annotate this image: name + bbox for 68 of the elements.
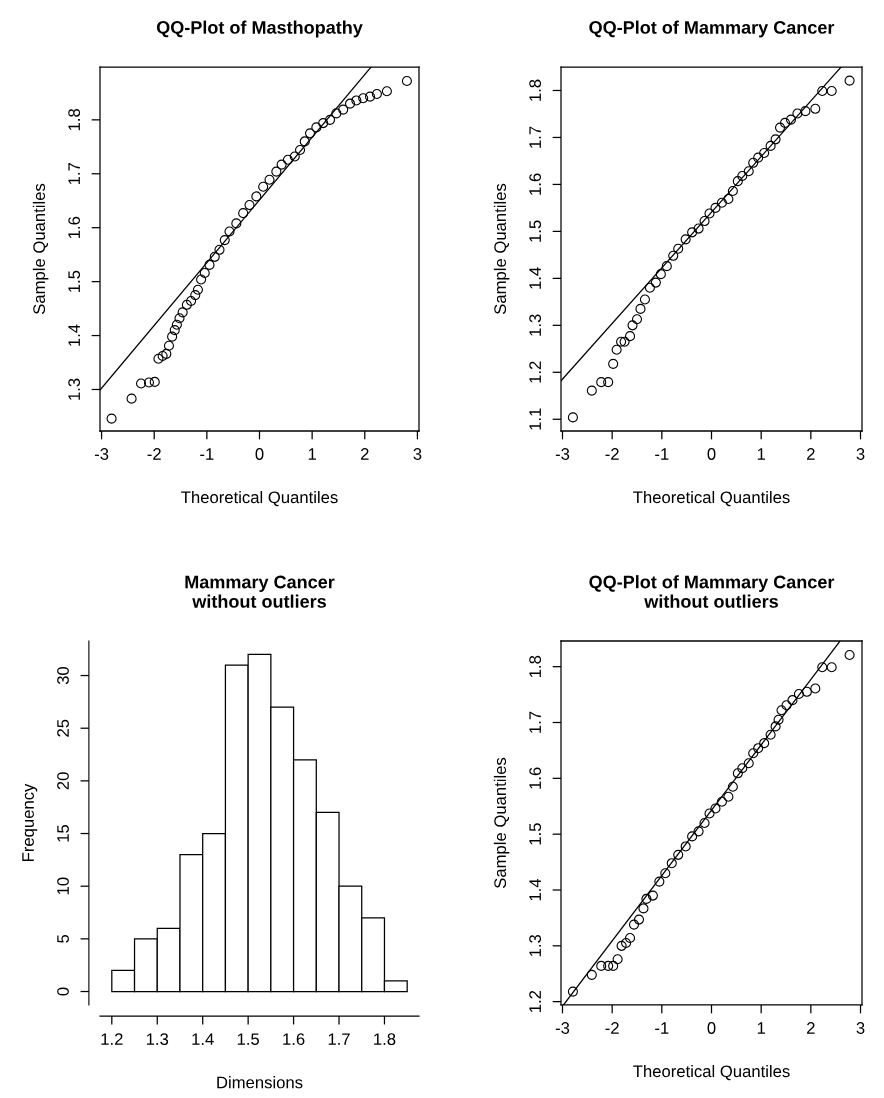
y-tick-label: 1.5 bbox=[68, 270, 81, 292]
x-tick-label: -2 bbox=[147, 448, 161, 460]
x-tick-label: 3 bbox=[413, 448, 422, 460]
x-tick-label: -1 bbox=[655, 1022, 669, 1034]
y-axis-title: Sample Quantiles bbox=[493, 757, 510, 889]
y-tick-label: 1.5 bbox=[529, 220, 542, 242]
y-tick-label: 1.6 bbox=[529, 173, 542, 195]
y-tick-label: 1.5 bbox=[529, 823, 542, 845]
y-tick-label: 1.7 bbox=[529, 126, 541, 148]
x-tick-label: -3 bbox=[555, 1022, 570, 1034]
y-axis-title: Frequency bbox=[22, 783, 38, 861]
x-tick-label: 1 bbox=[757, 1022, 765, 1034]
x-tick-label: -1 bbox=[200, 448, 214, 460]
y-tick-label: 1.3 bbox=[68, 378, 81, 400]
y-axis-title: Sample Quantiles bbox=[493, 183, 510, 315]
x-tick-label: 2 bbox=[807, 448, 815, 460]
x-axis-title: Theoretical Quantiles bbox=[181, 490, 338, 507]
y-tick-label: 5 bbox=[57, 934, 69, 943]
y-tick-label: 30 bbox=[57, 666, 69, 685]
x-tick-label: -2 bbox=[605, 448, 619, 460]
y-tick-label: 1.8 bbox=[529, 655, 542, 677]
x-tick-label: 1.4 bbox=[192, 1033, 214, 1045]
y-tick-label: 1.4 bbox=[529, 267, 541, 289]
x-axis-title: Theoretical Quantiles bbox=[633, 1064, 790, 1081]
chart-title: QQ-Plot of Mammary Cancer without outliers bbox=[589, 575, 835, 608]
y-tick-label: 1.2 bbox=[529, 990, 541, 1012]
y-tick-label: 1.3 bbox=[529, 934, 542, 957]
y-tick-label: 1.7 bbox=[68, 163, 80, 185]
y-tick-label: 15 bbox=[57, 824, 69, 842]
chart-title: QQ-Plot of Masthopathy bbox=[156, 20, 363, 38]
y-tick-label: 25 bbox=[57, 719, 69, 737]
x-axis-title: Theoretical Quantiles bbox=[633, 490, 790, 507]
x-tick-label: 3 bbox=[856, 1022, 865, 1034]
x-tick-label: -1 bbox=[655, 448, 669, 460]
x-tick-label: 1.2 bbox=[101, 1033, 123, 1045]
y-tick-label: 1.3 bbox=[529, 314, 542, 336]
y-tick-label: 10 bbox=[57, 877, 69, 895]
y-tick-label: 1.6 bbox=[68, 216, 81, 239]
x-tick-label: -3 bbox=[94, 448, 109, 460]
x-tick-label: 3 bbox=[856, 448, 865, 460]
x-tick-label: 1.8 bbox=[374, 1033, 396, 1046]
x-tick-label: 0 bbox=[707, 1022, 716, 1034]
chart-title: QQ-Plot of Mammary Cancer bbox=[589, 20, 835, 38]
y-tick-label: 1.1 bbox=[529, 408, 541, 430]
chart-title: Mammary Cancer without outliers bbox=[185, 575, 335, 608]
y-tick-label: 20 bbox=[57, 772, 69, 790]
y-tick-label: 0 bbox=[57, 987, 69, 996]
x-tick-label: 1.7 bbox=[328, 1033, 350, 1045]
x-tick-label: 1.5 bbox=[237, 1033, 260, 1046]
x-tick-label: 1 bbox=[757, 448, 765, 460]
x-tick-label: -2 bbox=[605, 1022, 619, 1034]
x-tick-label: 1 bbox=[308, 448, 316, 460]
y-tick-label: 1.2 bbox=[529, 361, 541, 383]
x-axis-title: Dimensions bbox=[217, 1076, 303, 1089]
x-tick-label: 1.3 bbox=[146, 1033, 169, 1046]
x-tick-label: 1.6 bbox=[283, 1033, 305, 1046]
y-tick-label: 1.6 bbox=[529, 767, 542, 789]
x-tick-label: -3 bbox=[555, 448, 570, 460]
y-tick-label: 1.4 bbox=[68, 324, 80, 346]
y-tick-label: 1.7 bbox=[529, 711, 541, 733]
x-tick-label: 0 bbox=[707, 448, 716, 460]
x-tick-label: 0 bbox=[255, 448, 264, 460]
x-tick-label: 2 bbox=[360, 448, 369, 460]
y-tick-label: 1.8 bbox=[529, 79, 542, 101]
x-tick-label: 2 bbox=[807, 1022, 815, 1034]
y-tick-label: 1.4 bbox=[529, 878, 541, 901]
y-axis-title: Sample Quantiles bbox=[32, 183, 49, 315]
y-tick-label: 1.8 bbox=[68, 108, 81, 131]
